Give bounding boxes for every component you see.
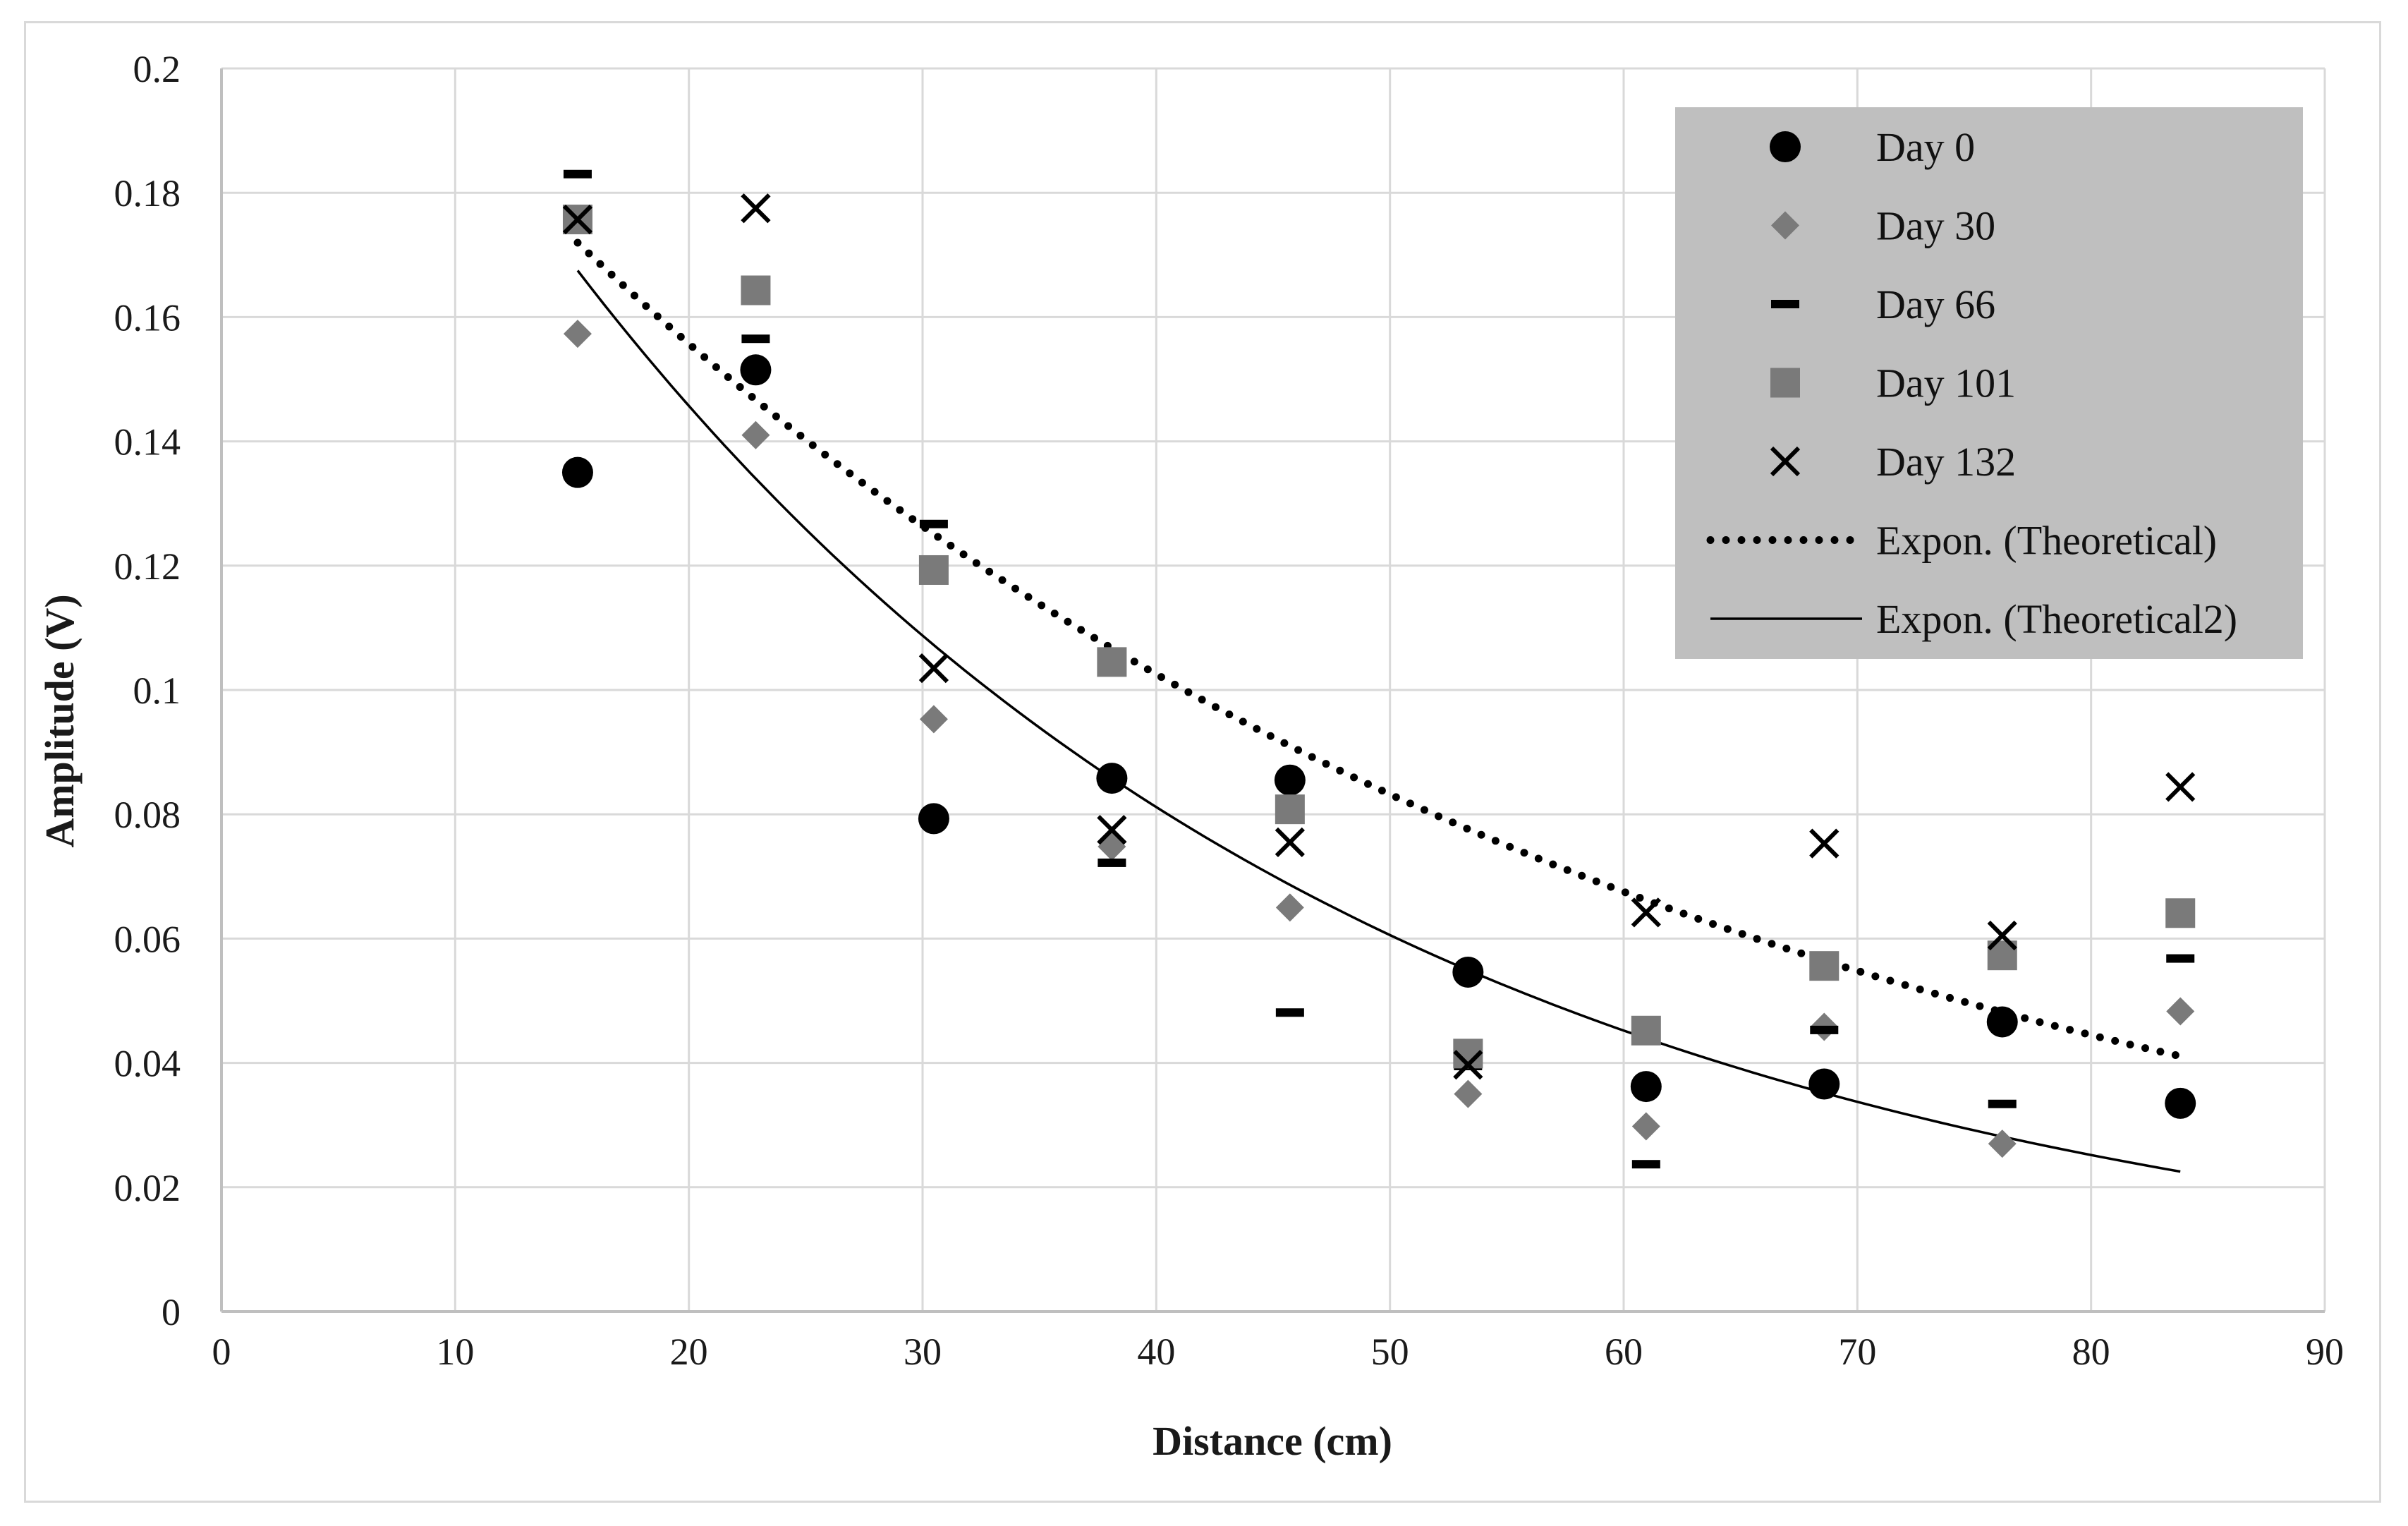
point-day-30 — [1631, 1112, 1660, 1141]
point-day-132 — [2165, 772, 2196, 802]
point-day-132 — [1809, 828, 1840, 859]
point-day-30 — [563, 320, 592, 349]
y-tick-label: 0.08 — [114, 794, 181, 836]
point-day-66 — [563, 169, 592, 178]
gridlines — [221, 67, 2326, 1312]
point-day-66 — [2166, 954, 2195, 963]
point-day-30 — [741, 420, 770, 449]
point-day-30 — [1454, 1079, 1483, 1108]
legend-symbol-day-30 — [1771, 211, 1799, 240]
point-day-101 — [1631, 1015, 1661, 1046]
y-axis-title: Amplitude (V) — [37, 594, 83, 847]
legend-symbol-day-101 — [1770, 368, 1800, 398]
point-day-0 — [918, 803, 949, 835]
tick-labels: 0 10 20 30 40 50 60 70 80 90 0 0.02 0.04 0.06 0.08 0.1 0… — [114, 48, 2345, 1373]
x-tick-label: 50 — [1371, 1331, 1409, 1373]
x-tick-label: 30 — [904, 1331, 942, 1373]
point-day-101 — [1097, 647, 1127, 677]
x-stroke — [918, 653, 949, 684]
point-day-66 — [1631, 1160, 1660, 1169]
legend-label: Day 0 — [1876, 124, 1975, 170]
x-tick-label: 90 — [2306, 1331, 2344, 1373]
y-tick-label: 0.18 — [114, 172, 181, 214]
legend-symbol-day-66 — [1771, 300, 1799, 308]
point-day-132 — [1097, 815, 1127, 845]
x-stroke — [1631, 897, 1661, 928]
point-day-101 — [741, 275, 771, 305]
x-stroke — [1097, 815, 1127, 845]
data-marks — [561, 169, 2196, 1169]
y-tick-label: 0.02 — [114, 1167, 181, 1209]
point-day-132 — [918, 653, 949, 684]
x-tick-label: 40 — [1137, 1331, 1175, 1373]
y-tick-label: 0.16 — [114, 296, 181, 339]
x-axis-title: Distance (cm) — [1153, 1418, 1392, 1464]
legend: Day 0 Day 30 Day 66 Day 101 Day 132 Expon. (T… — [1675, 107, 2303, 659]
y-tick-label: 0.1 — [133, 670, 181, 712]
y-tick-label: 0.14 — [114, 421, 181, 464]
point-day-101 — [1809, 951, 1840, 981]
x-stroke — [1770, 446, 1801, 477]
x-stroke — [1987, 920, 2017, 951]
y-tick-label: 0.2 — [133, 48, 181, 90]
point-day-30 — [1988, 1130, 2017, 1158]
point-day-132 — [1987, 920, 2017, 951]
trendline-theoretical — [573, 238, 2184, 1060]
legend-label: Day 101 — [1876, 361, 2016, 406]
point-day-132 — [1275, 827, 1305, 857]
point-day-66 — [1275, 1008, 1304, 1017]
trendlines — [573, 238, 2184, 1173]
legend-symbol-day-0 — [1770, 131, 1801, 162]
point-day-132 — [1631, 897, 1661, 928]
point-day-66 — [919, 519, 948, 528]
legend-label: Day 30 — [1876, 203, 1995, 249]
point-day-0 — [1986, 1006, 2018, 1038]
point-day-0 — [1452, 956, 1484, 988]
point-day-101 — [2165, 898, 2196, 928]
x-stroke — [2165, 772, 2196, 802]
point-day-66 — [1097, 858, 1126, 867]
point-day-66 — [1810, 1025, 1839, 1034]
point-day-30 — [2166, 997, 2195, 1026]
point-day-132 — [562, 204, 593, 235]
point-day-0 — [561, 456, 593, 488]
x-tick-label: 80 — [2072, 1331, 2110, 1373]
axes — [220, 68, 2325, 1313]
point-day-101 — [918, 555, 949, 585]
y-tick-label: 0.12 — [114, 545, 181, 588]
y-tick-label: 0 — [162, 1291, 181, 1333]
x-stroke — [1275, 827, 1305, 857]
point-day-0 — [1274, 764, 1306, 796]
y-tick-label: 0.04 — [114, 1043, 181, 1085]
trendline-theoretical2 — [576, 270, 2181, 1173]
point-day-30 — [919, 705, 948, 734]
x-stroke — [1809, 828, 1840, 859]
point-day-0 — [740, 354, 772, 386]
x-stroke — [1453, 1050, 1483, 1080]
point-day-0 — [2165, 1087, 2196, 1119]
point-day-0 — [1808, 1068, 1840, 1100]
legend-label: Expon. (Theoretical) — [1876, 518, 2217, 564]
x-tick-label: 70 — [1838, 1331, 1876, 1373]
x-tick-label: 10 — [436, 1331, 474, 1373]
point-day-132 — [1453, 1050, 1483, 1080]
x-stroke — [562, 204, 593, 235]
point-day-101 — [1275, 794, 1305, 825]
x-tick-label: 0 — [212, 1331, 231, 1373]
x-stroke — [741, 193, 771, 224]
legend-symbol-day-132 — [1770, 446, 1801, 477]
point-day-132 — [741, 193, 771, 224]
y-tick-label: 0.06 — [114, 918, 181, 960]
legend-label: Day 132 — [1876, 439, 2016, 485]
point-day-66 — [741, 334, 770, 344]
point-day-0 — [1630, 1071, 1662, 1103]
point-day-66 — [1988, 1099, 2017, 1108]
point-day-0 — [1096, 763, 1128, 794]
point-day-30 — [1275, 893, 1304, 922]
legend-label: Day 66 — [1876, 281, 1995, 327]
x-tick-label: 60 — [1605, 1331, 1643, 1373]
x-tick-label: 20 — [670, 1331, 708, 1373]
legend-label: Expon. (Theoretical2) — [1876, 596, 2237, 642]
